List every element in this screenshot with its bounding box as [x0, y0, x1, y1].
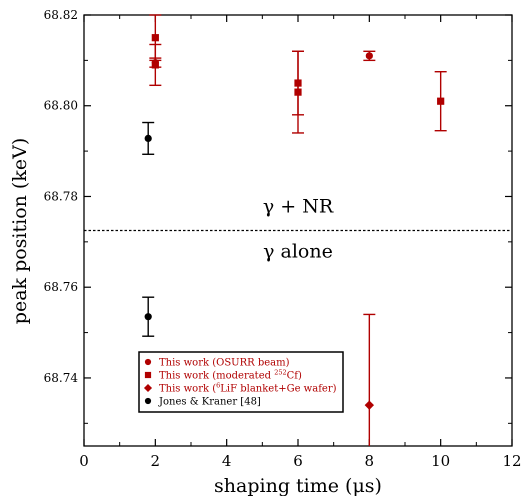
y-tick-label: 68.78	[44, 189, 78, 203]
annotation: γ + NR	[263, 195, 334, 217]
data-point	[144, 313, 152, 321]
legend-marker	[144, 358, 152, 366]
legend-marker	[143, 383, 153, 393]
x-tick-label: 6	[293, 452, 303, 470]
x-tick-label: 4	[222, 452, 232, 470]
data-point	[151, 34, 159, 42]
x-tick-label: 2	[151, 452, 161, 470]
data-point	[365, 52, 373, 60]
legend: This work (OSURR beam)This work (moderat…	[138, 351, 344, 413]
data-point	[144, 134, 152, 143]
legend-marker	[144, 397, 152, 405]
y-tick-label: 68.80	[44, 99, 78, 113]
x-tick-label: 12	[502, 452, 521, 470]
data-points	[142, 14, 447, 446]
annotation: γ alone	[263, 241, 333, 263]
legend-entry: This work (6LiF blanket+Ge wafer)	[159, 382, 337, 395]
y-tick-label: 68.82	[44, 8, 78, 22]
legend-entry: This work (OSURR beam)	[159, 358, 290, 369]
legend-entry: This work (moderated 252Cf)	[159, 369, 302, 382]
y-tick-label: 68.74	[44, 371, 79, 385]
x-tick-label: 0	[79, 452, 89, 470]
data-point	[364, 400, 375, 410]
data-point	[294, 88, 302, 96]
x-axis-label: shaping time (μs)	[214, 475, 382, 496]
y-tick-label: 68.76	[44, 280, 78, 294]
x-tick-label: 10	[431, 452, 450, 470]
data-point	[151, 61, 159, 69]
axes: 0 2 4 6 8 10 12 68.74 68.76 68.78 68.80 68.82	[44, 8, 522, 470]
x-tick-label: 8	[365, 452, 375, 470]
annotations: γ + NR γ alone	[263, 195, 334, 262]
data-point	[437, 97, 445, 105]
legend-marker	[144, 371, 152, 379]
y-axis-label: peak position (keV)	[9, 138, 31, 324]
legend-box	[138, 351, 344, 413]
legend-entry: Jones & Kraner [48]	[158, 397, 261, 408]
